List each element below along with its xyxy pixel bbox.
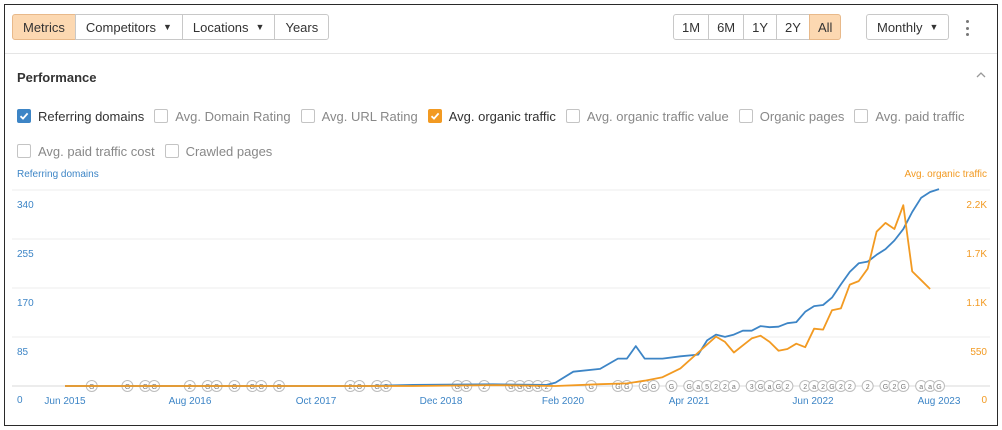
tab-years[interactable]: Years — [274, 14, 330, 40]
tab-label: Competitors — [85, 19, 156, 35]
caret-down-icon: ▼ — [162, 22, 172, 32]
range-label: 1Y — [752, 19, 769, 35]
metric-label: Avg. Domain Rating — [175, 108, 291, 124]
metric-avg-organic-traffic[interactable]: Avg. organic traffic — [427, 108, 556, 124]
page-frame — [4, 4, 998, 426]
checkbox-checked-icon[interactable] — [427, 109, 442, 123]
range-label: 1M — [682, 19, 701, 35]
tab-locations[interactable]: Locations ▼ — [181, 14, 276, 40]
range-selector: 1M 6M 1Y 2Y All — [673, 14, 842, 40]
metric-row: Referring domains Avg. Domain Rating Avg… — [17, 107, 992, 125]
tab-label: Locations — [192, 19, 249, 35]
range-all-button[interactable]: All — [808, 14, 842, 40]
metric-avg-domain-rating[interactable]: Avg. Domain Rating — [154, 108, 291, 124]
chevron-up-icon[interactable] — [974, 68, 988, 82]
range-label: 6M — [717, 19, 736, 35]
tab-metrics[interactable]: Metrics — [12, 14, 76, 40]
metric-toggles: Referring domains Avg. Domain Rating Avg… — [17, 107, 992, 177]
metric-avg-organic-traffic-value[interactable]: Avg. organic traffic value — [565, 108, 729, 124]
checkbox-icon[interactable] — [738, 109, 753, 123]
metric-avg-url-rating[interactable]: Avg. URL Rating — [300, 108, 418, 124]
range-6m-button[interactable]: 6M — [708, 14, 745, 40]
checkbox-icon[interactable] — [17, 144, 31, 158]
checkbox-icon[interactable] — [565, 109, 580, 123]
metric-avg-paid-traffic[interactable]: Avg. paid traffic — [854, 109, 964, 124]
metric-avg-paid-traffic-cost[interactable]: Avg. paid traffic cost — [17, 144, 155, 159]
caret-down-icon: ▼ — [255, 22, 265, 32]
toolbar: Metrics Competitors ▼ Locations ▼ Years 1M… — [12, 14, 990, 42]
interval-label: Monthly — [877, 19, 923, 35]
metric-label: Avg. organic traffic value — [586, 108, 729, 124]
view-tabs: Metrics Competitors ▼ Locations ▼ Years — [12, 14, 330, 40]
range-1m-button[interactable]: 1M — [673, 14, 710, 40]
checkbox-icon[interactable] — [164, 144, 179, 158]
range-label: 2Y — [785, 19, 801, 35]
metric-label: Avg. organic traffic — [448, 108, 556, 124]
metric-label: Crawled pages — [185, 143, 273, 159]
checkbox-icon[interactable] — [854, 109, 869, 123]
metric-label: Organic pages — [759, 108, 845, 124]
range-1y-button[interactable]: 1Y — [743, 14, 778, 40]
metric-referring-domains[interactable]: Referring domains — [17, 109, 144, 124]
range-2y-button[interactable]: 2Y — [776, 14, 810, 40]
tab-competitors[interactable]: Competitors ▼ — [74, 14, 183, 40]
checkbox-checked-icon[interactable] — [17, 109, 31, 123]
tab-label: Years — [285, 19, 319, 35]
metric-crawled-pages[interactable]: Crawled pages — [164, 143, 273, 159]
section-title: Performance — [17, 70, 97, 85]
caret-down-icon: ▼ — [929, 22, 939, 32]
tab-label: Metrics — [23, 19, 65, 35]
metric-label: Avg. paid traffic cost — [38, 143, 155, 159]
metric-row: Avg. paid traffic cost Crawled pages — [17, 142, 992, 160]
more-vertical-icon[interactable] — [964, 20, 970, 36]
metric-label: Avg. URL Rating — [321, 108, 418, 124]
range-label: All — [817, 19, 833, 35]
interval-dropdown[interactable]: Monthly ▼ — [866, 14, 950, 40]
metric-label: Avg. paid traffic — [875, 108, 965, 124]
checkbox-icon[interactable] — [154, 109, 169, 123]
divider — [5, 53, 997, 54]
checkbox-icon[interactable] — [300, 109, 315, 123]
metric-organic-pages[interactable]: Organic pages — [738, 108, 845, 124]
metric-label: Referring domains — [38, 108, 145, 124]
